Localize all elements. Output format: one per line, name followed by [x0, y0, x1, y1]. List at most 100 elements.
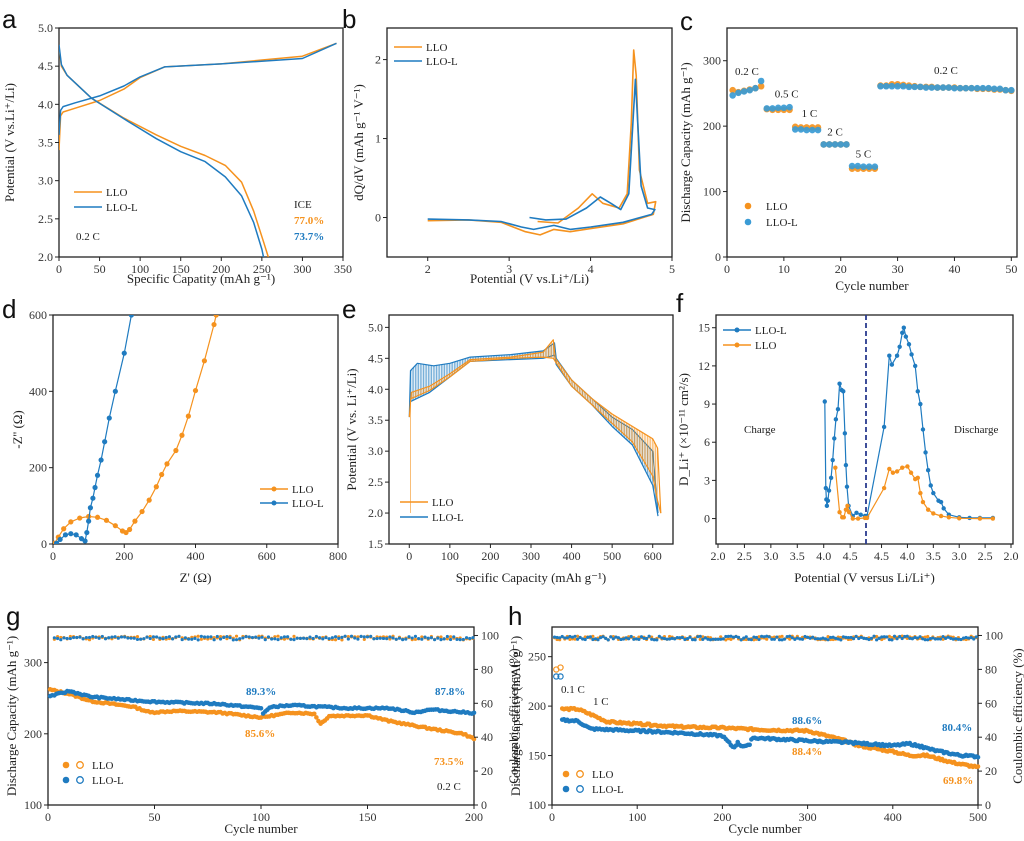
data-point-llo-l — [951, 84, 958, 92]
data-point-llo — [908, 470, 914, 475]
y-tick-label: 3.0 — [368, 444, 383, 458]
data-point-llo-l — [928, 483, 933, 488]
ce-point — [905, 634, 909, 638]
data-point-llo — [103, 517, 110, 523]
data-point-llo — [881, 485, 887, 491]
ce-point — [340, 638, 344, 642]
ce-point — [123, 635, 127, 639]
data-point-llo-l — [786, 103, 793, 111]
ce-point — [683, 637, 687, 642]
data-point-llo-l — [923, 450, 928, 455]
data-point-llo — [179, 432, 185, 438]
ce-point — [397, 636, 402, 640]
series-group — [53, 315, 219, 544]
annotation-llo_mid: 88.4% — [792, 746, 822, 758]
y-tick-label: 2.0 — [368, 506, 383, 520]
series-llo-l-charge-line — [824, 383, 866, 517]
ce-point — [180, 637, 184, 642]
ce-point — [417, 636, 421, 641]
y2-tick-label: 80 — [481, 662, 493, 676]
capacity-point — [314, 715, 319, 720]
legend-marker — [734, 342, 740, 348]
ce-point — [353, 636, 357, 640]
x-tick-label: 4.5 — [843, 549, 858, 563]
ce-point — [969, 636, 973, 640]
ce-point — [698, 637, 702, 641]
data-point-llo-l — [84, 529, 90, 536]
ce-point — [575, 637, 580, 641]
data-point-llo-l — [740, 88, 748, 95]
ce-point — [190, 637, 194, 641]
ce-point — [716, 637, 720, 641]
y-tick-label: 9 — [704, 397, 710, 411]
data-point-llo — [757, 82, 765, 90]
ce-point — [800, 637, 805, 641]
data-point-llo-l — [928, 84, 936, 91]
ce-point — [439, 638, 443, 642]
ce-point — [199, 637, 203, 641]
ce-point — [749, 638, 753, 642]
x-tick-label: 500 — [969, 810, 987, 824]
ce-point — [302, 636, 306, 640]
data-point-llo — [123, 529, 129, 536]
y-tick-label: 400 — [29, 384, 47, 398]
ce-point — [62, 636, 66, 640]
data-point-llo — [920, 499, 926, 505]
data-point-llo — [931, 511, 936, 516]
annotation-llo_end: 73.5% — [434, 756, 464, 768]
ce-point — [372, 637, 376, 641]
ce-point — [448, 637, 453, 642]
ce-point — [813, 637, 817, 641]
ce-point — [844, 635, 848, 639]
ce-point — [289, 637, 293, 641]
annotation-rate: 0.2 C — [437, 781, 461, 793]
legend-marker-llo-ce — [76, 761, 84, 769]
legend-marker-llol — [562, 785, 570, 793]
y-tick-label: 250 — [528, 650, 546, 664]
y-tick-label: 3.5 — [368, 413, 383, 427]
x-tick-label: 400 — [187, 549, 205, 563]
x-tick-label: 0 — [549, 810, 555, 824]
ce-point — [729, 634, 733, 638]
ce-point — [314, 634, 318, 639]
annotation-llol_end: 80.4% — [942, 722, 972, 734]
ce-point — [621, 637, 626, 641]
ce-point — [895, 637, 899, 641]
data-point-llo-l — [985, 84, 992, 92]
ce-point — [657, 634, 661, 638]
data-point-llo-l — [803, 126, 810, 134]
legend-llo: LLO — [426, 42, 447, 54]
ce-point — [461, 637, 465, 642]
ce-point — [788, 634, 792, 638]
x-axis-label: Potential (V versus Li/Li⁺) — [794, 570, 935, 585]
data-point-llo-l — [968, 84, 975, 92]
legend-marker — [271, 486, 277, 492]
ce-point — [680, 635, 684, 640]
x-tick-label: 400 — [563, 549, 581, 563]
y-tick-label: 100 — [528, 798, 546, 812]
ce-point — [719, 637, 723, 641]
ce-point — [826, 638, 830, 642]
annotation-llo_mid: 85.6% — [245, 728, 275, 740]
ce-point — [308, 635, 312, 639]
data-point-llo-l — [848, 162, 856, 170]
data-point-llo — [729, 86, 736, 94]
ce-point — [87, 638, 92, 642]
annotation-rate1: 0.1 C — [561, 684, 585, 696]
ce-point — [972, 637, 976, 641]
ce-point — [708, 638, 713, 642]
ce-point — [193, 636, 197, 640]
ce-point — [713, 637, 718, 641]
data-point-llo-l — [833, 417, 839, 422]
data-point-llo-l — [934, 84, 941, 91]
data-point-llo — [841, 515, 846, 520]
ce-point — [910, 637, 914, 641]
ce-point — [324, 635, 328, 640]
ce-point — [954, 637, 958, 641]
series-llo-l-upper-line — [408, 342, 659, 514]
ce-point — [627, 637, 631, 641]
data-point-llo — [146, 497, 152, 503]
data-point-llo-l — [86, 518, 92, 524]
ce-point — [931, 636, 935, 640]
plot-frame — [551, 626, 979, 806]
